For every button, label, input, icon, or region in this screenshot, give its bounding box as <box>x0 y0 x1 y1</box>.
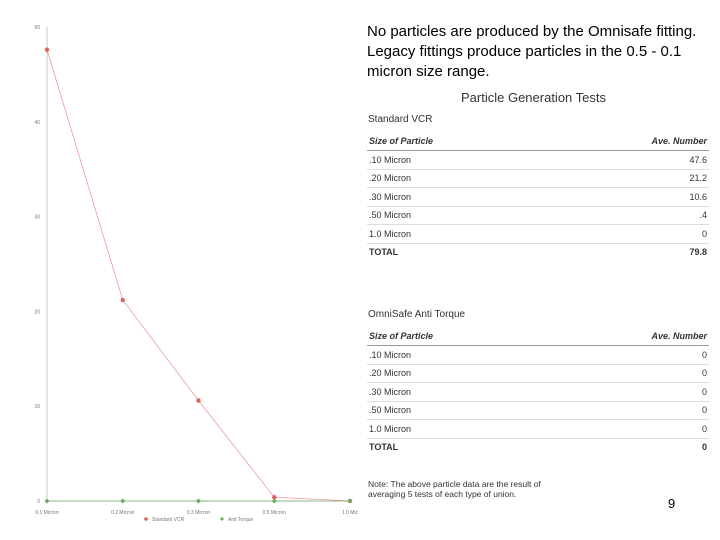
size-cell: .10 Micron <box>367 345 550 365</box>
x-tick-label: 0.3 Micron <box>187 510 211 516</box>
size-cell: 1.0 Micron <box>367 419 550 439</box>
legend-label: Standard VCR <box>152 517 185 523</box>
avg-cell: .4 <box>549 206 709 225</box>
table-row: .30 Micron 10.6 <box>367 187 709 207</box>
size-cell: 1.0 Micron <box>367 224 550 244</box>
total-row: TOTAL 79.8 <box>367 243 709 261</box>
table-row: .20 Micron 0 <box>367 364 709 383</box>
total-label: TOTAL <box>369 442 399 453</box>
avg-column-header: Ave. Number <box>549 132 709 151</box>
table-row: 1.0 Micron 0 <box>367 224 709 244</box>
data-point <box>347 498 353 504</box>
particle-tests-title: Particle Generation Tests <box>461 90 606 105</box>
data-point <box>196 498 201 504</box>
table-row: .50 Micron 0 <box>367 401 709 420</box>
avg-cell: 0 <box>549 382 709 402</box>
table-row: 1.0 Micron 0 <box>367 419 709 439</box>
table-row: .20 Micron 21.2 <box>367 169 709 188</box>
total-value: 0 <box>701 442 707 453</box>
size-cell: .20 Micron <box>367 169 550 188</box>
avg-column-header: Ave. Number <box>549 327 709 346</box>
table-header-row: Size of Particle Ave. Number <box>367 132 709 151</box>
size-column-header: Size of Particle <box>367 327 550 346</box>
footnote: Note: The above particle data are the re… <box>368 479 541 499</box>
avg-cell: 10.6 <box>549 187 709 207</box>
table-row: .10 Micron 47.6 <box>367 150 709 170</box>
y-tick-label: 40 <box>34 120 40 126</box>
avg-cell: 21.2 <box>549 169 709 188</box>
total-row: TOTAL 0 <box>367 438 709 456</box>
total-label: TOTAL <box>369 247 399 258</box>
avg-cell: 47.6 <box>549 150 709 170</box>
legend-label: Anti Torque <box>228 517 253 523</box>
y-tick-label: 50 <box>34 25 40 31</box>
x-tick-label: 1.0 Mic <box>342 510 359 516</box>
x-tick-label: 0.2 Micron <box>111 510 135 516</box>
particle-line-chart: 0 10 20 30 40 50 0.1 Micron 0.2 Micron 0.3 Micro… <box>34 25 359 523</box>
data-point <box>271 498 277 504</box>
avg-cell: 0 <box>549 401 709 420</box>
avg-cell: 0 <box>549 345 709 365</box>
data-point <box>120 498 126 504</box>
table-row: .30 Micron 0 <box>367 382 709 402</box>
legend-marker <box>144 517 148 521</box>
avg-cell: 0 <box>549 224 709 244</box>
page-number: 9 <box>668 496 676 511</box>
avg-cell: 0 <box>549 364 709 383</box>
anti-torque-table: Size of Particle Ave. Number .10 Micron … <box>367 327 709 456</box>
standard-vcr-table: Size of Particle Ave. Number .10 Micron … <box>367 132 709 261</box>
series-line <box>46 49 351 502</box>
table-row: .10 Micron 0 <box>367 345 709 365</box>
data-point <box>44 47 50 52</box>
legend-marker <box>220 517 224 521</box>
data-point <box>196 398 201 403</box>
size-cell: .20 Micron <box>367 364 550 383</box>
size-cell: .50 Micron <box>367 401 550 420</box>
size-cell: .30 Micron <box>367 382 550 402</box>
size-cell: .10 Micron <box>367 150 550 170</box>
size-column-header: Size of Particle <box>367 132 550 151</box>
y-tick-label: 10 <box>34 404 40 410</box>
total-value: 79.8 <box>689 247 707 258</box>
size-cell: .30 Micron <box>367 187 550 207</box>
data-point <box>120 297 125 303</box>
avg-cell: 0 <box>549 419 709 439</box>
size-cell: .50 Micron <box>367 206 550 225</box>
standard-vcr-title: Standard VCR <box>368 114 433 125</box>
table-row: .50 Micron .4 <box>367 206 709 225</box>
table-header-row: Size of Particle Ave. Number <box>367 327 709 346</box>
anti-torque-title: OmniSafe Anti Torque <box>368 309 466 320</box>
headline-text: No particles are produced by the Omnisaf… <box>367 23 697 80</box>
data-point <box>272 495 277 500</box>
y-tick-label: 0 <box>37 499 40 505</box>
y-tick-label: 30 <box>34 215 40 221</box>
data-point <box>44 498 50 504</box>
x-tick-label: 0.1 Micron <box>35 510 59 516</box>
y-tick-label: 20 <box>34 309 40 315</box>
x-tick-label: 0.5 Micron <box>263 510 287 516</box>
